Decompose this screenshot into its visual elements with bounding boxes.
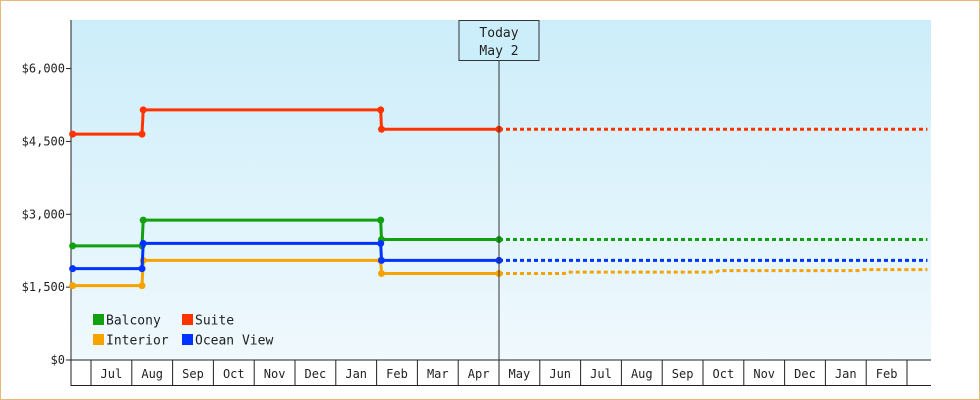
month-label: Feb <box>876 367 898 381</box>
legend-swatch <box>182 334 193 345</box>
series-line <box>72 241 499 271</box>
data-point <box>377 256 385 264</box>
data-point <box>377 125 385 133</box>
y-tick-label: $6,000 <box>22 62 65 76</box>
month-label: May <box>509 367 531 381</box>
legend-label: Balcony <box>106 314 161 329</box>
month-label: Sep <box>182 367 204 381</box>
series-balcony <box>69 216 928 250</box>
today-date: May 2 <box>479 44 518 59</box>
y-tick-label: $3,000 <box>22 207 65 221</box>
series-line <box>72 218 499 248</box>
month-label: Nov <box>264 367 286 381</box>
legend-item: Interior <box>93 334 169 349</box>
month-label: Jul <box>590 367 612 381</box>
legend-swatch <box>93 334 104 345</box>
month-label: Sep <box>672 367 694 381</box>
month-label: Oct <box>713 367 735 381</box>
month-label: Apr <box>468 367 490 381</box>
month-label: Oct <box>223 367 245 381</box>
month-label: Aug <box>631 367 653 381</box>
series-ocean-view <box>69 239 928 273</box>
data-point <box>139 216 147 224</box>
month-label: Dec <box>794 367 816 381</box>
legend-label: Suite <box>195 314 234 329</box>
data-point <box>69 282 77 290</box>
legend-swatch <box>93 314 104 325</box>
month-label: Nov <box>753 367 775 381</box>
month-label: Jun <box>549 367 571 381</box>
data-point <box>138 265 146 273</box>
data-point <box>377 270 385 278</box>
y-tick-label: $1,500 <box>22 280 65 294</box>
month-label: Jul <box>101 367 123 381</box>
data-point <box>69 130 77 138</box>
legend-label: Interior <box>106 334 169 349</box>
month-label: Feb <box>386 367 408 381</box>
today-box <box>458 20 540 61</box>
y-tick-label: $0 <box>51 353 65 367</box>
y-tick-label: $4,500 <box>22 134 65 148</box>
month-label: Mar <box>427 367 449 381</box>
data-point <box>377 216 385 224</box>
today-label: Today <box>479 26 518 41</box>
data-point <box>138 130 146 138</box>
month-label: Jan <box>345 367 367 381</box>
data-point <box>377 106 385 114</box>
legend-item: Suite <box>182 314 234 329</box>
month-label: Dec <box>305 367 327 381</box>
legend-label: Ocean View <box>195 334 273 349</box>
data-point <box>139 106 147 114</box>
data-point <box>139 239 147 247</box>
series-suite <box>69 106 928 138</box>
series-line <box>72 108 499 136</box>
data-point <box>69 265 77 273</box>
legend-item: Balcony <box>93 314 161 329</box>
data-point <box>377 239 385 247</box>
legend-item: Ocean View <box>182 334 273 349</box>
series-projection <box>499 268 928 276</box>
data-point <box>69 242 77 250</box>
month-label: Aug <box>141 367 163 381</box>
plot-background <box>71 20 931 360</box>
legend-swatch <box>182 314 193 325</box>
month-label: Jan <box>835 367 857 381</box>
series-line <box>72 258 499 288</box>
data-point <box>138 282 146 290</box>
